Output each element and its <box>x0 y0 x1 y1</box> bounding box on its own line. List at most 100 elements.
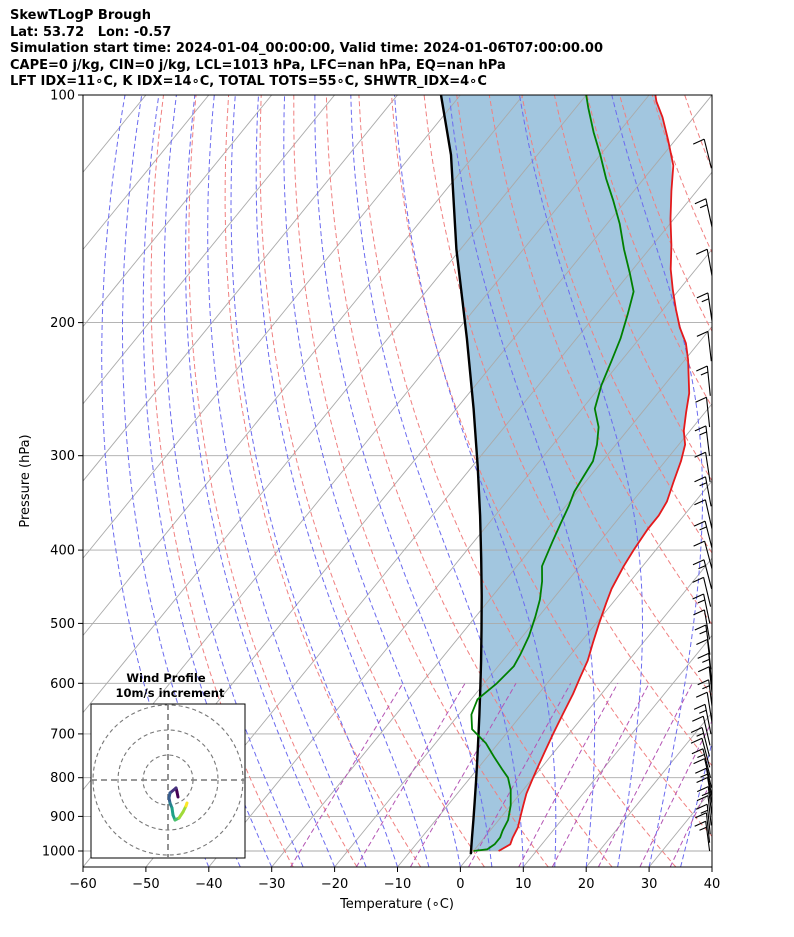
inset-hodograph <box>167 786 189 822</box>
profile-series <box>439 95 691 855</box>
moist-adiabat-line <box>207 95 367 867</box>
x-axis-ticks: −60 −50 −40 −30 −20 −10 0 10 20 30 40 <box>69 867 720 892</box>
wind-barb <box>695 803 711 835</box>
y-axis-label: Pressure (hPa) <box>18 434 33 527</box>
moist-adiabat-line <box>314 95 493 867</box>
y-tick-label: 300 <box>50 449 75 464</box>
wind-barbs <box>690 95 712 852</box>
mixing-ratio-line <box>468 683 572 867</box>
title-line-4: CAPE=0 j/kg, CIN=0 j/kg, LCL=1013 hPa, L… <box>10 57 506 73</box>
dry-adiabat-line <box>259 95 485 867</box>
moist-adiabat-line <box>394 95 557 867</box>
mixing-ratio-line <box>290 683 404 867</box>
moist-adiabat-line <box>611 95 703 867</box>
title-line-3: Simulation start time: 2024-01-04_00:00:… <box>10 41 603 56</box>
y-tick-label: 800 <box>50 771 75 786</box>
dry-adiabat-line <box>750 95 794 867</box>
x-tick-label: −30 <box>258 877 285 892</box>
moist-adiabat-line <box>350 95 524 867</box>
isotherm-line <box>711 866 712 867</box>
moist-adiabat-line <box>744 95 794 867</box>
wind-barb <box>695 691 712 722</box>
isotherm-line <box>460 557 712 867</box>
y-tick-label: 700 <box>50 727 75 742</box>
wind-barb <box>693 520 712 551</box>
dry-adiabat-line <box>325 95 613 867</box>
isotherm-line <box>83 95 273 328</box>
dry-adiabat-line <box>717 95 794 867</box>
parcel-profile-line <box>439 95 483 855</box>
y-axis-ticks: 1000 900 800 700 600 500 400 300 200 100 <box>42 89 83 860</box>
wind-barb <box>696 365 711 396</box>
isotherm-line <box>585 711 712 867</box>
cape-cin-area <box>441 95 689 851</box>
wind-barb <box>696 786 712 817</box>
dry-adiabat-line <box>488 95 712 626</box>
wind-barb <box>694 624 711 655</box>
temperature-line <box>498 95 691 852</box>
cape-cin-shading <box>441 95 689 851</box>
x-tick-label: −50 <box>132 877 159 892</box>
y-tick-label: 400 <box>50 544 75 559</box>
wind-barb <box>695 396 711 428</box>
mixing-ratio-line <box>355 683 466 867</box>
x-tick-label: −10 <box>384 877 411 892</box>
dry-adiabat-line <box>150 95 294 867</box>
isotherm-line <box>83 95 587 714</box>
isotherm-line <box>83 95 210 251</box>
x-tick-label: 30 <box>641 877 658 892</box>
isotherm-line <box>271 325 712 867</box>
dry-adiabat-line <box>391 95 712 838</box>
moist-adiabat-line <box>142 95 273 867</box>
figure-title-block: SkewTLogP Brough Lat: 53.72 Lon: -0.57 S… <box>10 8 790 91</box>
moist-adiabat-line <box>283 95 461 867</box>
dry-adiabat-line <box>188 95 358 867</box>
wind-barb <box>694 820 711 852</box>
y-tick-label: 100 <box>50 89 75 104</box>
wind-barb <box>709 95 711 96</box>
isotherm-line <box>334 403 712 867</box>
inset-subtitle: 10m/s increment <box>116 686 225 700</box>
wind-barb <box>694 476 712 507</box>
mixing-ratio-line <box>518 683 619 867</box>
wind-barb <box>694 451 711 483</box>
wind-barb <box>693 540 712 571</box>
wind-barb <box>690 726 711 757</box>
title-line-5: LFT IDX=11∘C, K IDX=14∘C, TOTAL TOTS=55∘… <box>10 74 487 89</box>
x-tick-label: 40 <box>704 877 721 892</box>
title-line-2: Lat: 53.72 Lon: -0.57 <box>10 24 172 40</box>
wind-barb <box>695 812 711 843</box>
y-tick-label: 1000 <box>42 845 75 860</box>
wind-barb <box>694 499 712 530</box>
isotherm-line <box>83 95 335 405</box>
y-tick-label: 500 <box>50 617 75 632</box>
x-tick-label: 20 <box>578 877 595 892</box>
x-tick-label: −20 <box>321 877 348 892</box>
x-tick-label: 10 <box>515 877 532 892</box>
wind-barb <box>692 138 712 169</box>
isotherm-line <box>83 95 398 482</box>
dry-adiabat-line <box>783 95 794 867</box>
wind-barb <box>692 559 712 589</box>
hodograph-segment <box>184 801 189 808</box>
mixing-ratio-line <box>409 683 517 867</box>
moist-adiabat-line <box>230 95 398 867</box>
mixing-ratio-line <box>551 683 650 867</box>
wind-profile-inset: Wind Profile 10m/s increment <box>90 671 246 859</box>
isotherm-line <box>83 95 461 559</box>
wind-barb <box>692 593 711 624</box>
dry-adiabat-line <box>456 95 712 696</box>
x-tick-label: −40 <box>195 877 222 892</box>
moist-adiabat-line <box>519 95 643 867</box>
isotherm-line <box>397 480 712 867</box>
moist-adiabat-line <box>163 95 304 867</box>
wind-barb <box>695 767 712 798</box>
x-tick-label: 0 <box>456 877 464 892</box>
mixing-ratio-line <box>669 778 712 867</box>
wind-barb <box>696 330 712 362</box>
isotherm-line <box>83 95 524 637</box>
wind-barb <box>694 425 711 456</box>
wind-barb <box>692 715 711 746</box>
wind-barb <box>694 198 712 229</box>
